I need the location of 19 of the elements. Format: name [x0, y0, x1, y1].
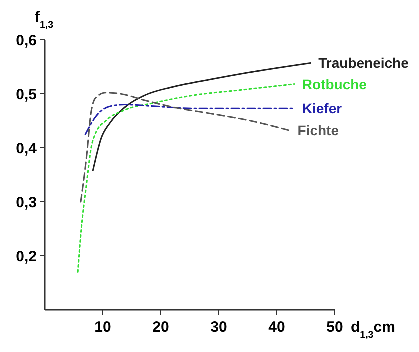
series-label: Traubeneiche — [318, 55, 410, 72]
series-label: Rotbuche — [302, 76, 368, 92]
series-label: Kiefer — [302, 100, 343, 117]
x-tick-label: 50 — [326, 319, 344, 336]
y-tick-label: 0,6 — [16, 32, 37, 50]
x-axis-title: d$_{1,3}$cm — [351, 319, 396, 340]
line-series — [80, 92, 291, 203]
y-tick-label: 0,4 — [16, 140, 38, 158]
y-tick-label: 0,2 — [16, 248, 37, 266]
y-tick-label: 0,3 — [16, 194, 37, 212]
y-tick-label: 0,5 — [16, 86, 37, 104]
line-series — [77, 84, 296, 273]
y-axis-title: f$_{1,3}$ — [35, 9, 54, 30]
series-label: Fichte — [298, 122, 340, 139]
x-tick-label: 40 — [268, 319, 286, 336]
line-series — [84, 104, 296, 136]
x-tick-label: 30 — [210, 319, 228, 336]
x-tick-label: 20 — [152, 319, 170, 336]
x-tick-label: 10 — [94, 319, 112, 336]
